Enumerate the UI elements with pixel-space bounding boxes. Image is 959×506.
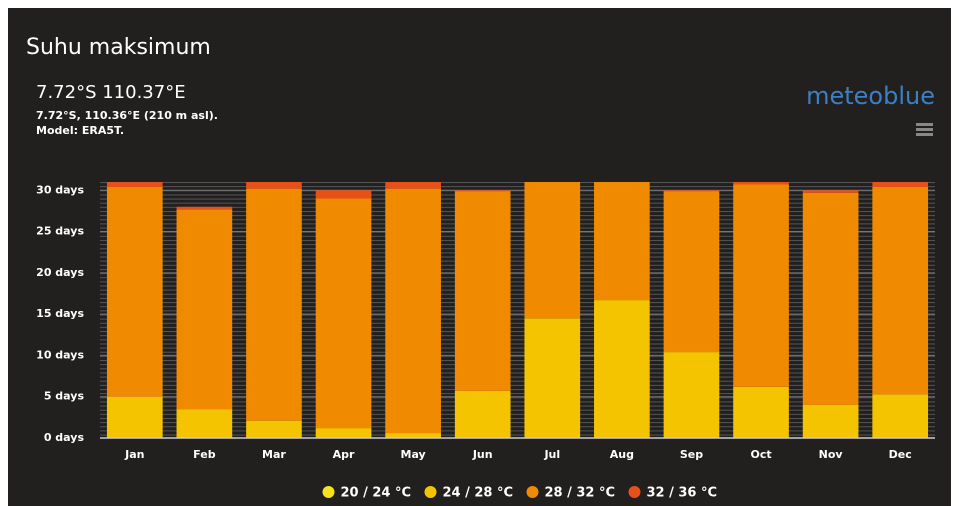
bar-segment bbox=[802, 190, 859, 193]
bar-segment bbox=[106, 396, 163, 438]
bar-segment bbox=[524, 318, 581, 438]
x-tick-label: Jul bbox=[543, 448, 560, 461]
y-tick-label: 15 days bbox=[36, 307, 84, 320]
bar-segment bbox=[524, 182, 581, 319]
bar-segment bbox=[733, 184, 789, 387]
menu-icon[interactable] bbox=[916, 123, 933, 136]
bar-segment bbox=[315, 198, 372, 429]
x-tick-label: Oct bbox=[750, 448, 771, 461]
bar-segment bbox=[385, 188, 441, 434]
bar-segment bbox=[872, 182, 929, 187]
bar-segment bbox=[246, 188, 302, 421]
bar-segment bbox=[802, 404, 859, 438]
bar-segment bbox=[246, 182, 302, 189]
bar-segment bbox=[733, 182, 789, 185]
legend-label: 32 / 36 °C bbox=[647, 486, 718, 501]
y-tick-label: 5 days bbox=[44, 390, 85, 403]
bar-segment bbox=[594, 182, 650, 301]
legend-swatch bbox=[322, 486, 335, 498]
bar-segment bbox=[872, 186, 929, 395]
x-tick-label: Nov bbox=[819, 448, 844, 461]
details: 7.72°S, 110.36°E (210 m asl). bbox=[36, 109, 218, 122]
x-tick-label: Feb bbox=[193, 448, 216, 461]
bar-segment bbox=[802, 192, 859, 405]
x-tick-label: Mar bbox=[262, 448, 286, 461]
model: Model: ERA5T. bbox=[36, 124, 124, 137]
x-tick-label: Sep bbox=[680, 448, 703, 461]
y-tick-label: 0 days bbox=[44, 431, 85, 444]
brand: meteoblue bbox=[806, 82, 935, 110]
x-tick-label: Jan bbox=[124, 448, 144, 461]
legend-swatch bbox=[424, 486, 437, 498]
y-tick-label: 25 days bbox=[36, 225, 84, 238]
x-tick-label: Dec bbox=[889, 448, 912, 461]
bar-segment bbox=[176, 409, 233, 438]
minor-grid bbox=[100, 182, 935, 438]
bar-segment bbox=[663, 190, 720, 192]
legend-label: 28 / 32 °C bbox=[545, 486, 616, 501]
bar-segment bbox=[454, 190, 511, 192]
bar-segment bbox=[315, 428, 372, 438]
legend-label: 24 / 28 °C bbox=[443, 486, 514, 501]
y-tick-label: 20 days bbox=[36, 266, 84, 279]
bar-segment bbox=[454, 390, 511, 438]
bar-segment bbox=[385, 182, 441, 189]
bar-segment bbox=[106, 186, 163, 397]
bar-segment bbox=[454, 191, 511, 391]
bar-segment bbox=[872, 394, 929, 438]
bar-segment bbox=[176, 206, 233, 210]
x-tick-label: May bbox=[401, 448, 426, 461]
bar-segment bbox=[315, 190, 372, 199]
x-tick-label: Jun bbox=[472, 448, 493, 461]
legend-swatch bbox=[628, 486, 641, 498]
bar-segment bbox=[385, 433, 441, 438]
bar-segment bbox=[663, 191, 720, 353]
bar-segment bbox=[594, 300, 650, 438]
y-tick-label: 30 days bbox=[36, 183, 84, 196]
bar-segment bbox=[733, 386, 789, 438]
legend-label: 20 / 24 °C bbox=[341, 486, 412, 501]
legend-swatch bbox=[526, 486, 539, 498]
bar-segment bbox=[106, 182, 163, 187]
y-tick-label: 10 days bbox=[36, 348, 84, 361]
bar-segment bbox=[176, 209, 233, 410]
x-tick-label: Aug bbox=[610, 448, 634, 461]
title: Suhu maksimum bbox=[26, 35, 211, 60]
bar-segment bbox=[663, 352, 720, 438]
location: 7.72°S 110.37°E bbox=[36, 82, 186, 103]
bar-segment bbox=[246, 420, 302, 438]
x-tick-label: Apr bbox=[333, 448, 355, 461]
